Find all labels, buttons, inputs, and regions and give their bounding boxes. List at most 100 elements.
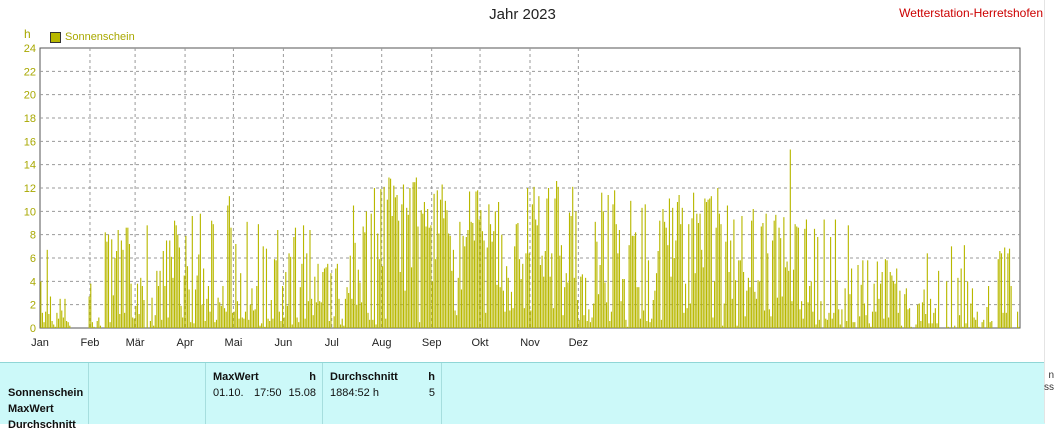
sunshine-bar xyxy=(125,227,127,328)
sunshine-bar xyxy=(211,220,213,328)
legend-label: Sonnenschein xyxy=(65,31,135,43)
sunshine-bar xyxy=(580,276,582,328)
sunshine-bar xyxy=(356,304,358,328)
sunshine-bar xyxy=(601,192,603,328)
sunshine-bar xyxy=(203,268,205,328)
sunshine-bar xyxy=(556,181,558,328)
sunshine-bar xyxy=(525,253,527,328)
sunshine-bar xyxy=(609,321,611,328)
sunshine-bar xyxy=(215,319,218,328)
sunshine-bar xyxy=(283,317,285,328)
sunshine-bar xyxy=(991,321,993,328)
sunshine-bar xyxy=(290,256,292,328)
sunshine-bar xyxy=(225,311,227,328)
sunshine-bar xyxy=(520,279,522,328)
sunshine-bar xyxy=(53,324,55,328)
maxwert-value: 15.08 xyxy=(288,387,316,399)
sunshine-bar xyxy=(178,247,180,328)
sunshine-bar xyxy=(399,272,401,328)
sunshine-bar xyxy=(338,298,340,328)
sunshine-bar xyxy=(170,256,172,328)
sunshine-bar xyxy=(420,210,422,328)
sunshine-bar xyxy=(199,213,201,328)
sunshine-bar xyxy=(361,302,363,328)
sunshine-bar xyxy=(59,298,61,328)
x-tick-label: Feb xyxy=(80,337,99,349)
sunshine-bar xyxy=(639,318,641,328)
sunshine-bar xyxy=(240,273,242,328)
sunshine-bar xyxy=(781,296,783,328)
sunshine-bar xyxy=(881,272,883,328)
sunshine-bar xyxy=(718,213,720,328)
x-tick-label: Aug xyxy=(372,337,392,349)
sunshine-bar xyxy=(311,298,313,328)
sunshine-bar xyxy=(291,324,293,328)
sunshine-bar xyxy=(780,238,782,328)
sunshine-bar xyxy=(725,241,727,328)
sunshine-bar xyxy=(122,249,124,328)
sunshine-bar xyxy=(828,312,830,328)
x-tick-label: Okt xyxy=(471,337,488,349)
sunshine-bar xyxy=(441,184,443,328)
sunshine-bar xyxy=(273,259,276,328)
sunshine-bar xyxy=(776,297,778,328)
sunshine-bar xyxy=(917,304,919,328)
maxwert-time: 17:50 xyxy=(254,387,282,399)
sunshine-bar xyxy=(185,235,187,328)
sunshine-bar xyxy=(878,298,880,328)
sunshine-bar xyxy=(414,182,416,328)
sunshine-bar xyxy=(870,326,872,328)
stats-label-column: Sonnenschein MaxWert Durchschnitt xyxy=(0,363,89,431)
sunshine-bar xyxy=(772,240,774,328)
sunshine-bar xyxy=(262,246,264,328)
sunshine-bar xyxy=(235,244,237,328)
sunshine-bar xyxy=(880,283,882,328)
sunshine-bar xyxy=(191,216,193,328)
sunshine-bar xyxy=(383,186,385,328)
sunshine-bar xyxy=(188,289,190,328)
sunshine-bar xyxy=(649,322,651,328)
sunshine-bar xyxy=(744,316,746,328)
sunshine-bar xyxy=(644,204,646,328)
y-tick-label: 12 xyxy=(24,183,36,195)
sunshine-bar xyxy=(138,314,140,328)
sunshine-bar xyxy=(544,251,546,328)
sunshine-bar xyxy=(507,277,509,328)
sunshine-bar xyxy=(963,245,965,328)
sunshine-bar xyxy=(378,259,380,328)
sunshine-bar xyxy=(673,258,675,328)
station-link[interactable]: Wetterstation-Herretshofen xyxy=(899,6,1043,20)
sunshine-bar xyxy=(162,251,164,328)
sunshine-bar xyxy=(643,310,645,328)
sunshine-bar xyxy=(164,286,166,328)
sunshine-bar xyxy=(646,321,648,328)
sunshine-bar xyxy=(422,213,424,328)
sunshine-bar xyxy=(851,268,853,328)
x-tick-label: Sep xyxy=(422,337,442,349)
sunshine-bar xyxy=(294,227,297,328)
sunshine-bar xyxy=(114,258,116,328)
sunshine-bar xyxy=(572,186,574,328)
sunshine-bar xyxy=(381,266,384,328)
sunshine-bar xyxy=(112,295,114,328)
sunshine-bar xyxy=(697,223,699,328)
sunshine-bar xyxy=(957,277,959,328)
sunshine-bar xyxy=(921,302,924,328)
sunshine-bar xyxy=(788,270,790,328)
sunshine-bar xyxy=(655,273,658,328)
sunshine-bar xyxy=(430,225,432,328)
sunshine-bar xyxy=(357,269,359,328)
sunshine-bar xyxy=(817,237,819,328)
sunshine-bar xyxy=(204,321,206,328)
sunshine-bar xyxy=(257,224,259,328)
sunshine-bar xyxy=(402,184,405,328)
sunshine-bar xyxy=(515,224,517,328)
sunshine-bar xyxy=(209,311,211,328)
sunshine-bar xyxy=(599,265,601,328)
sunshine-bar xyxy=(768,309,770,328)
x-tick-label: Nov xyxy=(520,337,540,349)
sunshine-bar xyxy=(568,212,571,328)
sunshine-bar xyxy=(543,276,545,328)
sunshine-bar xyxy=(760,226,762,328)
sunshine-bar xyxy=(227,205,229,328)
